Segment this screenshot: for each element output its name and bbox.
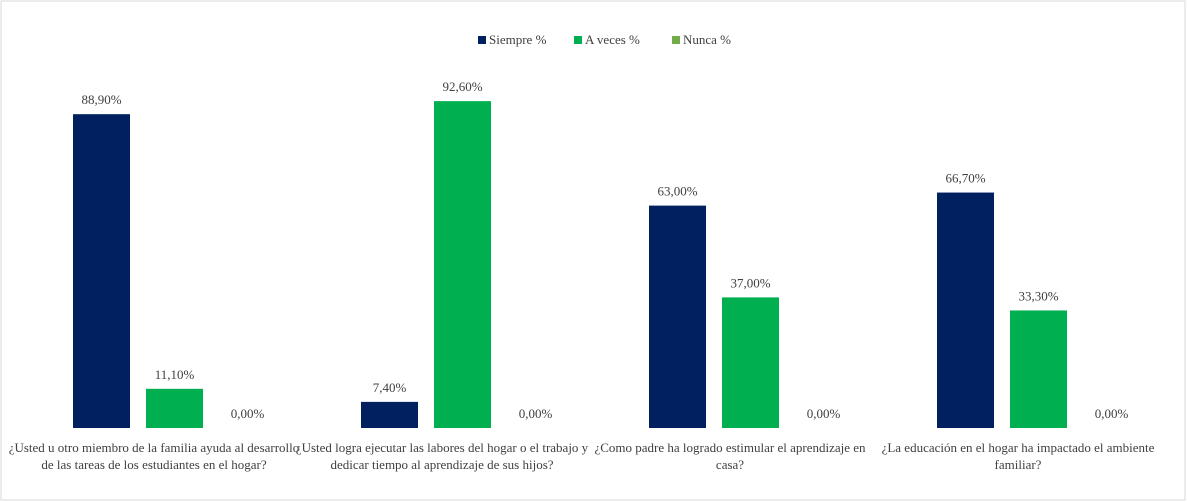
data-label: 66,70% xyxy=(945,171,985,186)
legend-swatch xyxy=(478,36,486,44)
x-tick-label: ¿Como padre ha logrado estimular el apre… xyxy=(594,440,866,472)
x-tick-label: ¿La educación en el hogar ha impactado e… xyxy=(881,440,1155,472)
data-label: 33,30% xyxy=(1018,288,1058,303)
bar xyxy=(434,101,491,428)
x-tick-label: ¿Usted logra ejecutar las labores del ho… xyxy=(295,440,589,472)
legend-label: A veces % xyxy=(585,32,640,47)
legend-swatch xyxy=(672,36,680,44)
bar xyxy=(937,192,994,428)
data-label: 0,00% xyxy=(519,406,553,421)
data-label: 63,00% xyxy=(657,184,697,199)
data-label: 11,10% xyxy=(155,367,195,382)
data-label: 37,00% xyxy=(730,275,770,290)
legend-label: Nunca % xyxy=(683,32,731,47)
data-label: 0,00% xyxy=(807,406,841,421)
legend-swatch xyxy=(574,36,582,44)
data-label: 0,00% xyxy=(1095,406,1129,421)
data-label: 0,00% xyxy=(231,406,265,421)
bar xyxy=(1010,310,1067,428)
x-tick-label: ¿Usted u otro miembro de la familia ayud… xyxy=(8,440,300,472)
bar xyxy=(73,114,130,429)
legend-label: Siempre % xyxy=(489,32,547,47)
bar xyxy=(722,297,779,428)
data-label: 92,60% xyxy=(442,79,482,94)
bar xyxy=(649,205,706,428)
data-label: 88,90% xyxy=(81,92,121,107)
bar xyxy=(146,388,203,428)
bar xyxy=(361,401,418,428)
data-label: 7,40% xyxy=(373,380,407,395)
